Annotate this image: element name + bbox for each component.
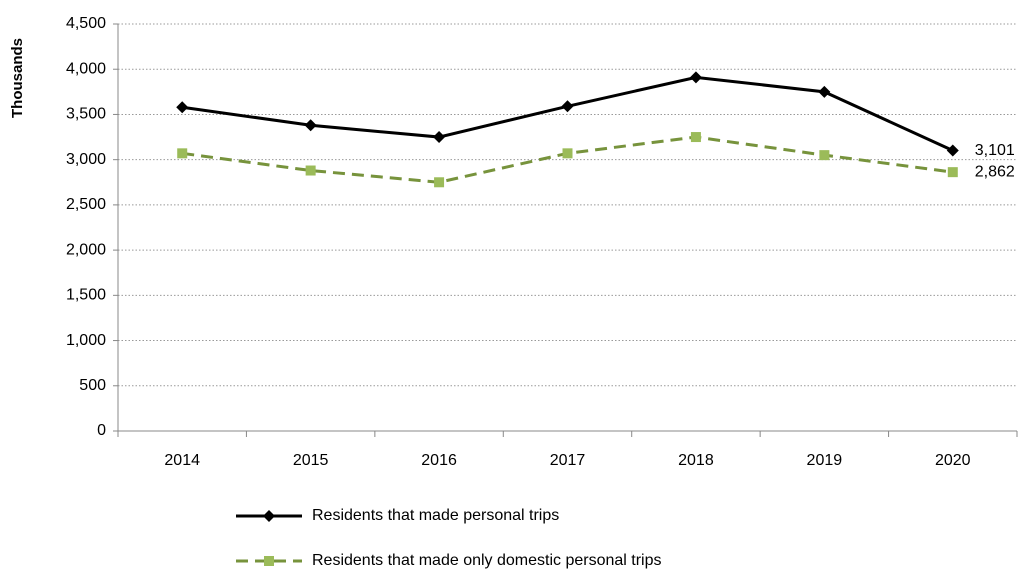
y-tick-label: 1,500 bbox=[66, 287, 106, 304]
legend-marker bbox=[263, 510, 275, 522]
data-point bbox=[177, 148, 188, 159]
data-point bbox=[689, 71, 702, 84]
y-tick-label: 3,000 bbox=[66, 151, 106, 168]
data-point bbox=[305, 165, 316, 176]
data-point bbox=[818, 85, 831, 98]
x-tick-label: 2017 bbox=[550, 452, 586, 469]
data-point bbox=[176, 101, 189, 114]
legend-marker bbox=[264, 556, 274, 566]
data-point bbox=[819, 150, 830, 161]
data-point bbox=[434, 177, 445, 188]
data-point bbox=[304, 119, 317, 132]
data-label: 2,862 bbox=[975, 163, 1015, 180]
data-point bbox=[562, 148, 573, 159]
y-axis-label: Thousands bbox=[9, 38, 26, 118]
y-tick-label: 4,500 bbox=[66, 15, 106, 32]
data-point bbox=[690, 132, 701, 143]
data-point bbox=[433, 131, 446, 144]
data-point bbox=[947, 167, 958, 178]
data-point bbox=[561, 100, 574, 113]
y-tick-label: 3,500 bbox=[66, 106, 106, 123]
legend-label: Residents that made personal trips bbox=[312, 507, 559, 524]
y-tick-label: 500 bbox=[79, 377, 106, 394]
x-tick-label: 2020 bbox=[935, 452, 971, 469]
x-tick-label: 2018 bbox=[678, 452, 714, 469]
x-tick-label: 2016 bbox=[421, 452, 457, 469]
y-tick-label: 1,000 bbox=[66, 332, 106, 349]
y-tick-label: 4,000 bbox=[66, 60, 106, 77]
x-tick-label: 2015 bbox=[293, 452, 329, 469]
data-label: 3,101 bbox=[975, 142, 1015, 159]
y-tick-label: 2,000 bbox=[66, 241, 106, 258]
data-point bbox=[946, 144, 959, 157]
y-tick-label: 2,500 bbox=[66, 196, 106, 213]
x-tick-label: 2019 bbox=[807, 452, 843, 469]
y-tick-label: 0 bbox=[97, 422, 106, 439]
x-tick-label: 2014 bbox=[164, 452, 200, 469]
legend-label: Residents that made only domestic person… bbox=[312, 552, 662, 569]
